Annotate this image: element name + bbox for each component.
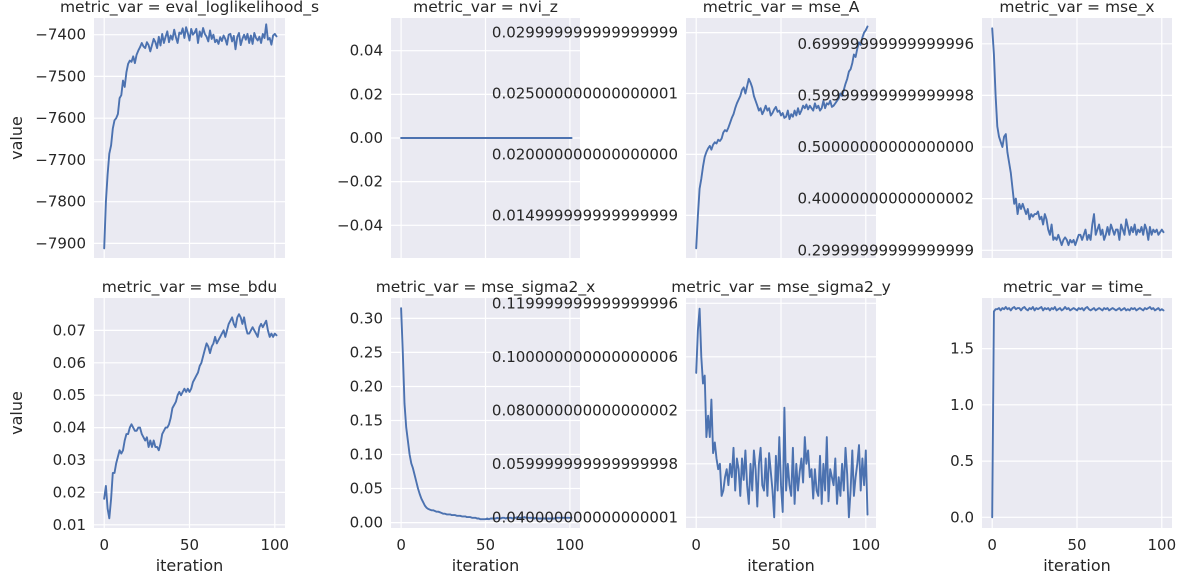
panel-5-x-tick-label: 0 — [99, 536, 109, 554]
panel-3-y-tick-label: 0.029999999999999999 — [492, 24, 678, 42]
panel-4-y-tick-label: 0.50000000000000000 — [797, 138, 974, 156]
panel-5-y-tick-label: 0.02 — [53, 483, 86, 501]
panel-2-y-tick-label: 0.02 — [350, 85, 383, 103]
panel-2-y-tick-label: 0.04 — [350, 42, 383, 60]
panel-7-y-tick-label: 0.119999999999999996 — [492, 294, 678, 312]
panel-6-y-tick-label: 0.05 — [350, 480, 383, 498]
panel-5-y-tick-label: 0.01 — [53, 516, 86, 534]
panel-8-y-tick-label: 1.0 — [950, 396, 974, 414]
panel-4-y-tick-label: 0.29999999999999999 — [797, 241, 974, 259]
panel-6-x-tick-label: 0 — [396, 536, 406, 554]
panel-5-y-tick-label: 0.03 — [53, 451, 86, 469]
panel-1-y-tick-label: −7800 — [35, 193, 86, 211]
panel-4-title: metric_var = mse_x — [999, 0, 1154, 17]
panel-3-y-tick-label: 0.020000000000000000 — [492, 145, 678, 163]
panel-6-x-tick-label: 50 — [476, 536, 495, 554]
panel-1-series-line — [103, 23, 278, 250]
panel-6-x-axis-label: iteration — [452, 556, 520, 575]
panel-2-y-tick-label: −0.04 — [337, 216, 383, 234]
panel-6-y-tick-label: 0.00 — [350, 514, 383, 532]
panel-3-series-line — [695, 25, 869, 250]
panel-5-y-tick-label: 0.07 — [53, 321, 86, 339]
panel-7-y-tick-label: 0.040000000000000001 — [492, 508, 678, 526]
panel-7-x-axis-label: iteration — [747, 556, 815, 575]
panel-8-x-tick-label: 0 — [987, 536, 997, 554]
panel-7-x-tick-label: 100 — [852, 536, 881, 554]
panel-5-series-line — [103, 313, 278, 520]
panel-6-y-tick-label: 0.30 — [350, 309, 383, 327]
panel-1-y-tick-label: −7700 — [35, 151, 86, 169]
panel-6-title: metric_var = mse_sigma2_x — [376, 278, 596, 297]
panel-8-series-line — [991, 306, 1165, 519]
panel-5-y-tick-label: 0.04 — [53, 419, 86, 437]
panel-8-y-tick-label: 0.0 — [950, 508, 974, 526]
panel-7-y-tick-label: 0.100000000000000006 — [492, 348, 678, 366]
panel-7-y-tick-label: 0.080000000000000002 — [492, 401, 678, 419]
panel-4-y-tick-label: 0.59999999999999998 — [797, 86, 974, 104]
panel-8-title: metric_var = time_ — [1003, 278, 1152, 297]
panel-7-x-tick-label: 0 — [691, 536, 701, 554]
panel-8-x-tick-label: 100 — [1148, 536, 1177, 554]
panel-1-y-tick-label: −7600 — [35, 109, 86, 127]
panel-5-y-tick-label: 0.05 — [53, 386, 86, 404]
panel-6-y-tick-label: 0.15 — [350, 411, 383, 429]
panel-2-title: metric_var = nvi_z — [413, 0, 558, 17]
panel-8-x-tick-label: 50 — [1067, 536, 1086, 554]
panel-6-y-tick-label: 0.25 — [350, 343, 383, 361]
panel-5-y-axis-label: value — [7, 391, 26, 435]
panel-8-y-tick-label: 0.5 — [950, 452, 974, 470]
panel-5-x-tick-label: 100 — [260, 536, 289, 554]
panel-1-y-tick-label: −7900 — [35, 234, 86, 252]
panel-8-y-tick-label: 1.5 — [950, 340, 974, 358]
panel-6-x-tick-label: 100 — [556, 536, 585, 554]
panel-6-y-tick-label: 0.10 — [350, 446, 383, 464]
panel-5-x-axis-label: iteration — [156, 556, 224, 575]
panel-3-y-tick-label: 0.014999999999999999 — [492, 206, 678, 224]
panel-1-title: metric_var = eval_loglikelihood_s — [60, 0, 319, 17]
panel-7-x-tick-label: 50 — [771, 536, 790, 554]
panel-7-series-line — [695, 307, 869, 519]
panel-5-x-tick-label: 50 — [180, 536, 199, 554]
panel-6-y-tick-label: 0.20 — [350, 377, 383, 395]
panel-8-x-axis-label: iteration — [1043, 556, 1111, 575]
panel-7-y-tick-label: 0.059999999999999998 — [492, 455, 678, 473]
panel-3-y-tick-label: 0.025000000000000001 — [492, 85, 678, 103]
panel-2-y-tick-label: 0.00 — [350, 129, 383, 147]
panel-1-y-tick-label: −7400 — [35, 26, 86, 44]
panel-6-series-line — [400, 307, 573, 521]
panel-5-title: metric_var = mse_bdu — [102, 278, 278, 297]
panel-4-y-tick-label: 0.69999999999999996 — [797, 35, 974, 53]
panel-1-y-axis-label: value — [7, 116, 26, 160]
panel-3-title: metric_var = mse_A — [703, 0, 860, 17]
panel-5-y-tick-label: 0.06 — [53, 354, 86, 372]
panel-2-y-tick-label: −0.02 — [337, 173, 383, 191]
panel-4-series-line — [991, 27, 1165, 247]
panel-4-y-tick-label: 0.40000000000000002 — [797, 190, 974, 208]
panel-1-y-tick-label: −7500 — [35, 67, 86, 85]
panel-7-title: metric_var = mse_sigma2_y — [671, 278, 891, 297]
